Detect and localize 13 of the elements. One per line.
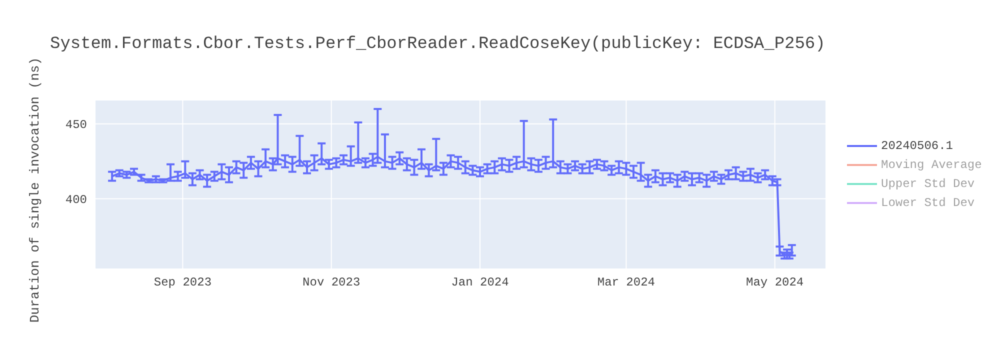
legend-label: Lower Std Dev bbox=[881, 196, 975, 210]
chart-title: System.Formats.Cbor.Tests.Perf_CborReader.ReadCoseKey(publicKey: ECDSA_P256) bbox=[50, 35, 826, 54]
y-tick-label: 450 bbox=[65, 118, 87, 132]
x-tick-label: Mar 2024 bbox=[597, 276, 655, 290]
y-tick-label: 400 bbox=[65, 192, 87, 207]
x-tick-label: Sep 2023 bbox=[154, 276, 212, 290]
legend-label: 20240506.1 bbox=[881, 138, 954, 152]
x-tick-label: Jan 2024 bbox=[451, 276, 509, 290]
legend-label: Upper Std Dev bbox=[881, 176, 975, 190]
x-tick-label: May 2024 bbox=[746, 276, 804, 290]
legend-label: Moving Average bbox=[881, 158, 982, 172]
x-tick-label: Nov 2023 bbox=[302, 276, 360, 290]
y-axis-title: Duration of single invocation (ns) bbox=[28, 57, 42, 323]
